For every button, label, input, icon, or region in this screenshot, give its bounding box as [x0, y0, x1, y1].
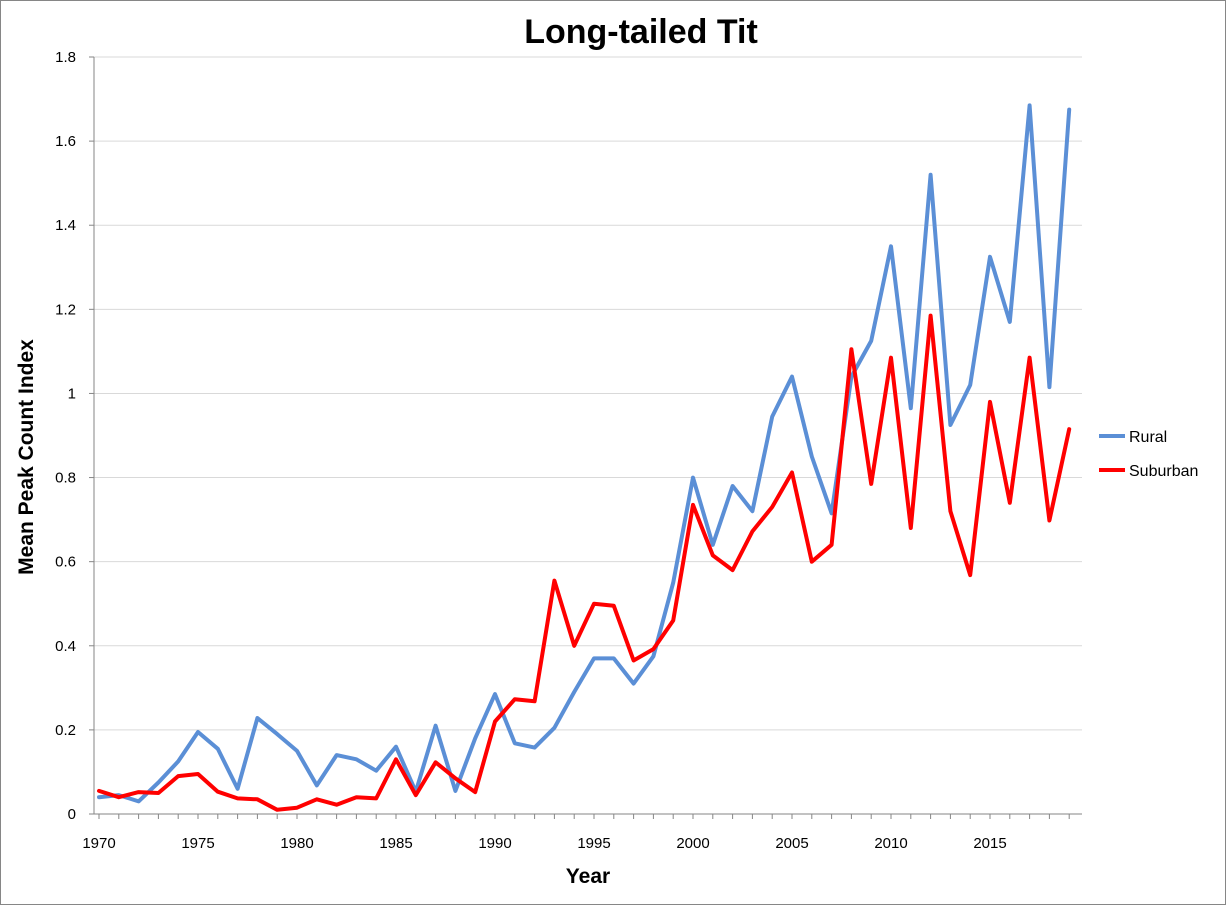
y-tick-label: 0.4: [55, 638, 76, 655]
legend: Rural Suburban: [1099, 429, 1198, 480]
x-tick-label: 2000: [676, 835, 709, 852]
x-tick-label: 1975: [181, 835, 214, 852]
x-tick-label: 2005: [775, 835, 808, 852]
y-tick-label: 1.4: [55, 217, 76, 234]
chart-title: Long-tailed Tit: [524, 13, 758, 51]
y-tick-label: 0: [68, 806, 76, 823]
axes: 0 0.2 0.4 0.6 0.8 1 1.2 1.4 1.6 1.8 1970 1975 1980 19…: [55, 49, 1082, 852]
y-axis-title: Mean Peak Count Index: [15, 339, 38, 575]
y-tick-label: 1.6: [55, 133, 76, 150]
series-line-rural: [97, 103, 1072, 804]
gridlines: [94, 56, 1082, 731]
x-tick-label: 2010: [874, 835, 907, 852]
legend-label-suburban: Suburban: [1129, 463, 1198, 480]
x-tick-label: 2015: [973, 835, 1006, 852]
x-tick-label: 1990: [478, 835, 511, 852]
y-tick-label: 0.2: [55, 722, 76, 739]
y-tick-label: 1.2: [55, 301, 76, 318]
series-line-suburban: [97, 313, 1072, 812]
y-tick-label: 0.8: [55, 470, 76, 487]
y-tick-label: 1.8: [55, 49, 76, 66]
x-tick-label: 1985: [379, 835, 412, 852]
y-tick-label: 1: [68, 385, 76, 402]
legend-label-rural: Rural: [1129, 429, 1167, 446]
series-lines: [97, 103, 1072, 812]
x-tick-label: 1995: [577, 835, 610, 852]
x-axis-title: Year: [566, 865, 610, 888]
x-tick-label: 1980: [280, 835, 313, 852]
x-tick-label: 1970: [82, 835, 115, 852]
y-tick-label: 0.6: [55, 554, 76, 571]
